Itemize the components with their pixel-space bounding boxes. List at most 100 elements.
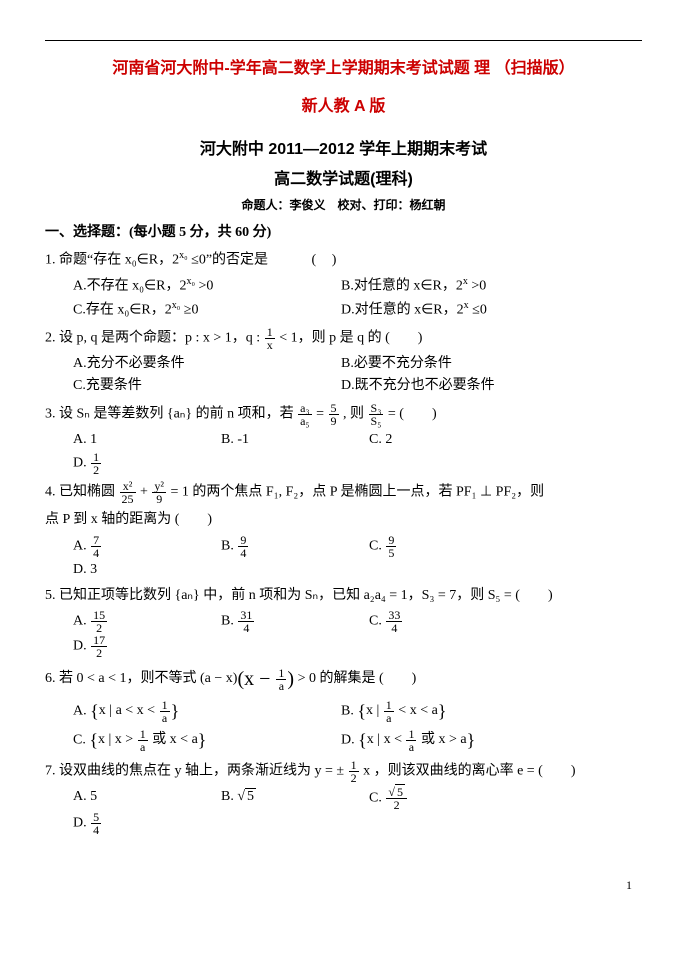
t: D. — [73, 816, 90, 831]
t: B. — [221, 614, 237, 629]
frac: 12 — [91, 451, 101, 476]
q1-choice-c: C.存在 x₀∈R，2x₀ ≥0 — [73, 298, 341, 322]
q2-choices: A.充分不必要条件 B.必要不充分条件 C.充要条件 D.既不充分也不必要条件 — [73, 353, 642, 398]
t: C.存在 x₀∈R，2 — [73, 303, 172, 318]
t: ≤0 — [469, 303, 487, 318]
frac: y²9 — [152, 480, 166, 505]
paren: ( ) — [312, 253, 343, 268]
q7-choice-d: D. 54 — [73, 811, 221, 836]
q7-choice-a: A. 5 — [73, 786, 221, 811]
frac: 1a — [138, 728, 148, 753]
q1-choice-a: A.不存在 x₀∈R，2x₀ >0 — [73, 274, 341, 298]
d: x — [265, 339, 275, 351]
t: ≥0 — [180, 303, 198, 318]
d: 2 — [349, 772, 359, 784]
t: 或 x < a — [149, 732, 198, 747]
q3-choice-d: D. 12 — [73, 451, 221, 476]
t: B.对任意的 x∈R，2 — [341, 279, 463, 294]
q3-choice-b: B. -1 — [221, 429, 369, 451]
d: 2 — [91, 647, 107, 659]
q6-choice-a: A. {x | a < x < 1a} — [73, 697, 341, 726]
q5-choices: A. 152 B. 314 C. 334 D. 172 — [73, 609, 642, 659]
n: S₃ — [369, 402, 384, 415]
frac: 152 — [91, 609, 107, 634]
t: D. — [73, 456, 90, 471]
d: a₅ — [298, 415, 312, 427]
radicand: 5 — [395, 784, 405, 799]
frac: 52 — [386, 786, 407, 811]
t: x | — [366, 704, 383, 719]
top-rule — [45, 40, 642, 41]
q6-choice-b: B. {x | 1a < x < a} — [341, 697, 609, 726]
rbrace: } — [198, 730, 207, 750]
t: D. — [73, 639, 90, 654]
q6-stem: 6. 若 0 < a < 1，则不等式 (a − x)(x − 1a) > 0 … — [45, 663, 642, 695]
frac: 1a — [384, 699, 394, 724]
q5-choice-b: B. 314 — [221, 609, 369, 634]
d: 4 — [91, 824, 101, 836]
question-7: 7. 设双曲线的焦点在 y 轴上，两条渐近线为 y = ± 12 x ，则该双曲… — [45, 759, 642, 836]
d: 2 — [91, 464, 101, 476]
frac: 1a — [406, 728, 416, 753]
q4-choice-b: B. 94 — [221, 534, 369, 559]
t: 6. 若 0 < a < 1，则不等式 (a − x) — [45, 672, 237, 687]
q4-choice-c: C. 95 — [369, 534, 517, 559]
q6-choices: A. {x | a < x < 1a} B. {x | 1a < x < a} … — [73, 697, 642, 755]
t: C. — [369, 614, 385, 629]
t: C. — [369, 538, 385, 553]
question-5: 5. 已知正项等比数列 {aₙ} 中，前 n 项和为 Sₙ，已知 a₂a₄ = … — [45, 585, 642, 659]
d: 4 — [91, 547, 101, 559]
d: 4 — [238, 547, 248, 559]
section-heading: 一、选择题：(每小题 5 分，共 60 分) — [45, 222, 642, 244]
t: D.对任意的 x∈R，2 — [341, 303, 464, 318]
frac: 59 — [329, 402, 339, 427]
t: 或 x > a — [417, 732, 466, 747]
radicand: 5 — [245, 788, 256, 804]
n: 5 — [329, 402, 339, 415]
e: x₀ — [187, 276, 196, 287]
t: 4. 已知椭圆 — [45, 485, 119, 500]
t: >0 — [468, 279, 486, 294]
n: 9 — [238, 534, 248, 547]
t: < 1，则 p 是 q 的 ( ) — [276, 331, 423, 346]
sqrt-icon — [237, 789, 245, 804]
q1-stem: 1. 命题“存在 x₀∈R，2x₀ ≤0”的否定是 ( ) — [45, 248, 642, 272]
frac: 95 — [386, 534, 396, 559]
q3-stem: 3. 设 Sₙ 是等差数列 {aₙ} 的前 n 项和，若 a₃a₅ = 59 ,… — [45, 402, 642, 427]
frac: 54 — [91, 811, 101, 836]
lbrace: { — [358, 730, 367, 750]
frac: 314 — [238, 609, 254, 634]
q7-choice-b: B. 5 — [221, 786, 369, 811]
t: = 1 的两个焦点 F₁, F₂，点 P 是椭圆上一点，若 PF₁ ⊥ PF₂，… — [167, 485, 544, 500]
frac: 1x — [265, 326, 275, 351]
lbrace: { — [357, 701, 366, 721]
d: a — [276, 680, 286, 692]
frac: 1a — [160, 699, 170, 724]
n: 9 — [386, 534, 396, 547]
lbrace: { — [90, 701, 99, 721]
d: 2 — [386, 799, 407, 811]
q4-choice-d: D. 3 — [73, 559, 221, 581]
t: , 则 — [340, 407, 368, 422]
question-3: 3. 设 Sₙ 是等差数列 {aₙ} 的前 n 项和，若 a₃a₅ = 59 ,… — [45, 402, 642, 476]
rbrace: } — [171, 701, 180, 721]
lbrace: { — [89, 730, 98, 750]
q6-choice-c: C. {x | x > 1a 或 x < a} — [73, 726, 341, 755]
q4-stem: 4. 已知椭圆 x²25 + y²9 = 1 的两个焦点 F₁, F₂，点 P … — [45, 480, 642, 505]
frac: 12 — [349, 759, 359, 784]
frac: S₃S₅ — [369, 402, 384, 427]
frac: 1a — [276, 667, 286, 692]
t: 3. 设 Sₙ 是等差数列 {aₙ} 的前 n 项和，若 — [45, 407, 297, 422]
t: x | x > — [98, 732, 137, 747]
question-6: 6. 若 0 < a < 1，则不等式 (a − x)(x − 1a) > 0 … — [45, 663, 642, 755]
frac: 74 — [91, 534, 101, 559]
q4-choice-a: A. 74 — [73, 534, 221, 559]
e: x₀ — [172, 300, 181, 311]
q5-choice-d: D. 172 — [73, 634, 221, 659]
t: = — [313, 407, 328, 422]
q1-choice-d: D.对任意的 x∈R，2x ≤0 — [341, 298, 609, 322]
frac: a₃a₅ — [298, 402, 312, 427]
q1-text-a: 1. 命题“存在 x₀∈R，2 — [45, 253, 179, 268]
t: x | x < — [367, 732, 406, 747]
d: 9 — [329, 415, 339, 427]
